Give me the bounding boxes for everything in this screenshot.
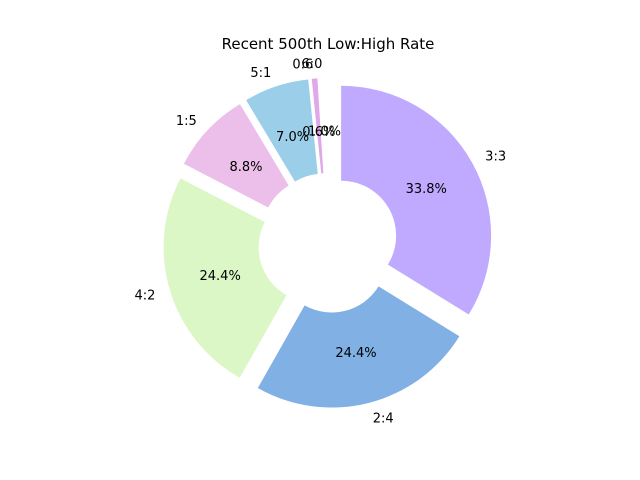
- slice-percent-5-1: 7.0%: [276, 130, 309, 145]
- slice-percent-6-0: 1.0%: [308, 125, 341, 140]
- pie-slice-6-0: [318, 78, 328, 174]
- slice-label-3-3: 3:3: [485, 149, 506, 164]
- slice-percent-2-4: 24.4%: [335, 346, 376, 361]
- pie-slices: [163, 78, 492, 408]
- pie-slice-2-4: [257, 286, 460, 408]
- slice-percent-1-5: 8.8%: [229, 160, 262, 175]
- pie-slice-0-6: [311, 78, 324, 174]
- slice-percent-3-3: 33.8%: [406, 182, 447, 197]
- slice-percent-4-2: 24.4%: [200, 269, 241, 284]
- pie-slice-1-5: [183, 104, 289, 208]
- chart-title: Recent 500th Low:High Rate: [222, 35, 435, 53]
- slice-percent-0-6: 0.6%: [302, 125, 335, 140]
- slice-label-1-5: 1:5: [176, 114, 197, 129]
- pie-slice-3-3: [341, 85, 492, 315]
- pie-slice-5-1: [246, 79, 318, 182]
- slice-label-4-2: 4:2: [135, 288, 156, 303]
- slice-label-2-4: 2:4: [373, 411, 394, 426]
- slice-label-6-0: 6:0: [301, 57, 322, 72]
- pie-slice-4-2: [163, 178, 287, 378]
- slice-label-0-6: 0:6: [292, 58, 313, 73]
- pie-labels: 3:3 33.8% 2:4 24.4% 4:2 24.4% 1:5 8.8% 5:1 7.0% 0:…: [135, 57, 507, 426]
- slice-label-5-1: 5:1: [250, 66, 271, 81]
